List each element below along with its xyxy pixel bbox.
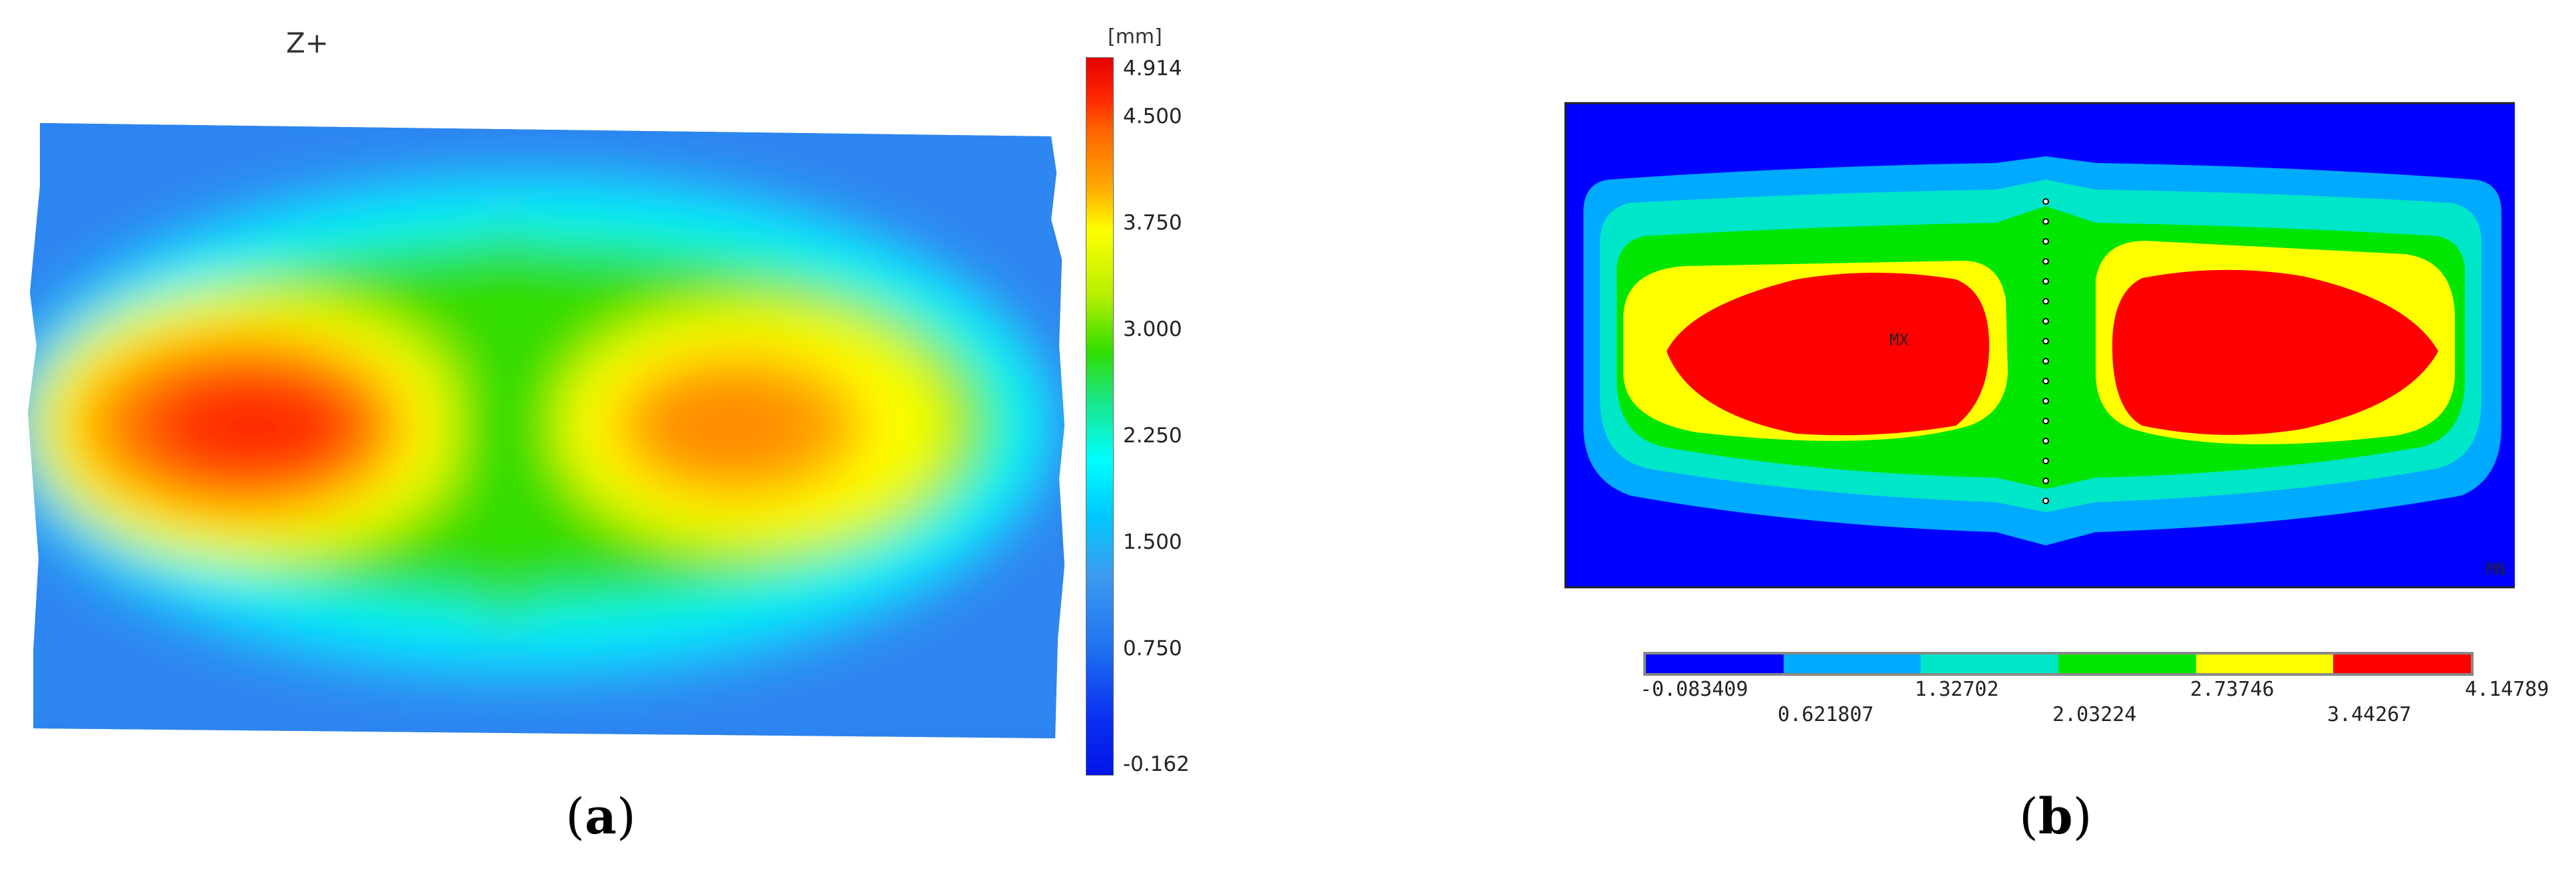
legend-swatch (2333, 655, 2472, 673)
legend-swatch (2195, 655, 2334, 673)
legend-tick: 2.73746 (2190, 678, 2275, 701)
caption-b: (b) (2019, 788, 2092, 845)
legend-tick: 0.621807 (1778, 703, 1874, 726)
colorbar-tick: 3.750 (1123, 211, 1182, 235)
colorbar-a (1086, 57, 1114, 776)
legend-tick: -0.083409 (1640, 678, 1748, 701)
legend-swatch (1646, 655, 1784, 673)
colorbar-tick: -0.162 (1123, 752, 1190, 776)
legend-swatch (1921, 655, 2059, 673)
center-node-markers (2042, 198, 2049, 504)
colorbar-tick: 4.500 (1123, 104, 1182, 128)
panel-a-measured-displacement: Z+ (0, 0, 1264, 880)
colorbar-tick: 0.750 (1123, 637, 1182, 660)
panel-b-simulated-displacement: MX MN -0.083409 1.32702 2.73746 4.14789 … (1530, 0, 2576, 880)
legend-tick: 3.44267 (2327, 703, 2412, 726)
legend-colorbar-b (1643, 652, 2474, 676)
view-direction-label: Z+ (286, 27, 329, 59)
colorbar-tick: 3.000 (1123, 317, 1182, 341)
max-marker: MX (1889, 331, 1909, 349)
measured-displacement-contour (28, 123, 1064, 738)
min-marker: MN (2486, 560, 2505, 579)
caption-a: (a) (565, 788, 636, 845)
legend-swatch (2058, 655, 2196, 673)
legend-tick: 4.14789 (2465, 678, 2549, 701)
legend-tick: 1.32702 (1915, 678, 1999, 701)
legend-tick: 2.03224 (2052, 703, 2137, 726)
colorbar-tick: 1.500 (1123, 530, 1182, 554)
simulated-displacement-contour (1564, 102, 2515, 589)
legend-swatch (1783, 655, 1921, 673)
colorbar-unit-label: [mm] (1108, 25, 1162, 49)
colorbar-tick: 2.250 (1123, 424, 1182, 448)
colorbar-tick: 4.914 (1123, 57, 1182, 80)
